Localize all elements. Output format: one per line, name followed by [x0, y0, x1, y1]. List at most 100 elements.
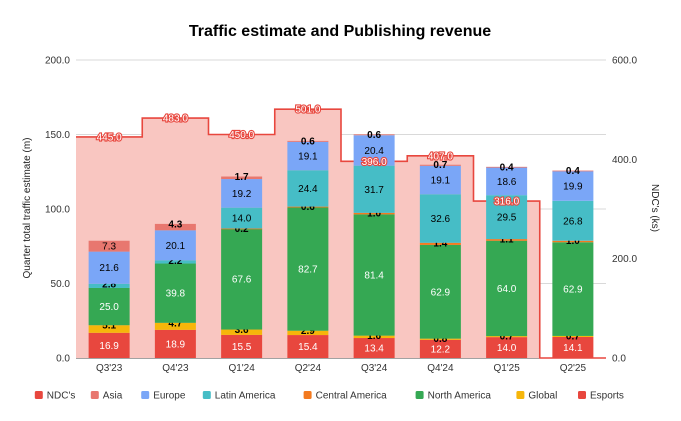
legend-swatch: [516, 391, 525, 399]
x-tick-label: Q1'24: [228, 363, 255, 374]
legend-swatch: [141, 391, 150, 399]
y-axis-title: Quarter total traffic estimate (m): [22, 138, 33, 279]
bar-data-label: 20.4: [364, 146, 384, 157]
bar-data-label: 7.3: [102, 242, 116, 253]
legend-swatch: [90, 391, 99, 399]
bar-data-label: 2.2: [168, 256, 182, 267]
bar-segment: [353, 135, 395, 166]
x-tick-label: Q1'25: [493, 363, 520, 374]
legend-label: Global: [528, 391, 557, 402]
bar-segment: [287, 141, 329, 171]
y2-axis-title: NDC's (ks): [649, 184, 660, 232]
bar-segment: [287, 207, 329, 331]
y2-tick-label: 600.0: [612, 56, 637, 67]
bar-segment: [552, 242, 594, 336]
bar-data-label: 0.4: [566, 166, 580, 177]
bar-data-label: 1.1: [500, 235, 514, 246]
bar-segment: [88, 240, 130, 252]
bar-data-label: 0.2: [235, 224, 249, 235]
bar-data-label: 18.6: [497, 177, 517, 188]
bar-data-label: 19.1: [431, 176, 451, 187]
legend-label: NDC's: [47, 391, 76, 402]
bar-segment: [486, 336, 528, 338]
x-tick-label: Q4'24: [427, 363, 454, 374]
bar-data-label: 1.0: [566, 236, 580, 247]
chart-title: Traffic estimate and Publishing revenue: [189, 23, 491, 40]
bar-data-label: 67.6: [232, 275, 252, 286]
y-tick-label: 0.0: [56, 354, 70, 365]
bar-data-label: 15.4: [298, 342, 318, 353]
bar-segment: [486, 337, 528, 358]
bar-segment: [353, 212, 395, 215]
bar-data-label: 13.4: [364, 344, 384, 355]
bar-segment: [221, 207, 263, 229]
axes: 0.0 50.0 100.0 150.0 200.0 0.0 200.0 400.0 600.0…: [45, 56, 637, 375]
bar-segment: [552, 171, 594, 201]
bar-segment: [88, 325, 130, 333]
bar-stack-group: 16.9 5.1 25.0 2.8 21.6 7.3 18.9 4.7 39.8 2.2 20.1 4…: [88, 130, 594, 358]
y-tick-label: 100.0: [45, 205, 70, 216]
x-tick-label: Q3'23: [96, 363, 123, 374]
bar-segment: [287, 330, 329, 336]
bar-data-label: 39.8: [166, 289, 186, 300]
legend-swatch: [303, 391, 312, 399]
bar-data-label: 26.8: [563, 216, 583, 227]
bar-segment: [552, 336, 594, 358]
y-tick-label: 200.0: [45, 56, 70, 67]
bar-segment: [154, 230, 196, 261]
bar-data-label: 29.5: [497, 213, 517, 224]
legend-swatch: [34, 391, 43, 399]
bar-segment: [486, 195, 528, 240]
bar-data-label: 12.2: [431, 344, 451, 355]
legend-swatch: [202, 391, 211, 399]
bar-data-label: 31.7: [364, 185, 384, 196]
bar-segment: [353, 214, 395, 336]
bar-segment: [287, 170, 329, 207]
bar-segment: [221, 179, 263, 208]
bar-segment: [353, 338, 395, 358]
legend-label: Esports: [590, 391, 624, 402]
y2-tick-label: 200.0: [612, 254, 637, 265]
bar-segment: [221, 329, 263, 335]
y-tick-label: 50.0: [51, 279, 71, 290]
bar-data-label: 19.2: [232, 189, 252, 200]
bar-data-label: 0.6: [301, 202, 315, 213]
bar-data-label: 2.8: [102, 279, 116, 290]
bar-segment: [419, 165, 461, 195]
bar-data-label: 15.5: [232, 342, 252, 353]
bar-segment: [154, 329, 196, 358]
bar-data-label: 0.4: [500, 162, 514, 173]
bar-data-label: 1.6: [367, 331, 381, 342]
legend-label: Asia: [103, 391, 123, 402]
ndc-data-label: 483.0: [163, 114, 188, 125]
bar-segment: [221, 228, 263, 230]
legend-label: Central America: [316, 391, 388, 402]
bar-segment: [154, 322, 196, 330]
bar-data-label: 0.8: [433, 334, 447, 345]
bar-segment: [486, 167, 528, 196]
bar-data-label: 4.3: [168, 219, 182, 230]
bar-data-label: 5.1: [102, 321, 116, 332]
bar-segment: [88, 287, 130, 326]
bar-data-label: 1.7: [235, 172, 249, 183]
bar-data-label: 18.9: [166, 339, 186, 350]
x-tick-label: Q2'24: [295, 363, 322, 374]
ndc-data-label: 407.0: [428, 151, 453, 162]
legend-label: Latin America: [215, 391, 276, 402]
bar-data-label: 64.0: [497, 284, 517, 295]
ndc-data-label: 316.0: [494, 197, 519, 208]
ndc-data-label: 445.0: [97, 132, 122, 143]
bar-segment: [88, 283, 130, 288]
bar-segment: [552, 335, 594, 337]
bar-data-label: 14.0: [232, 214, 252, 225]
y2-tick-label: 0.0: [612, 354, 626, 365]
bar-segment: [419, 339, 461, 358]
bar-segment: [154, 260, 196, 264]
bar-data-label: 2.9: [301, 326, 315, 337]
legend: NDC's Asia Europe Latin America Central Amer…: [34, 391, 624, 402]
bar-data-label: 0.7: [500, 332, 514, 343]
bar-data-label: 14.0: [497, 343, 517, 354]
ndc-data-label: 450.0: [229, 130, 254, 141]
bar-data-label: 0.7: [566, 331, 580, 342]
bar-data-label: 32.6: [431, 214, 451, 225]
